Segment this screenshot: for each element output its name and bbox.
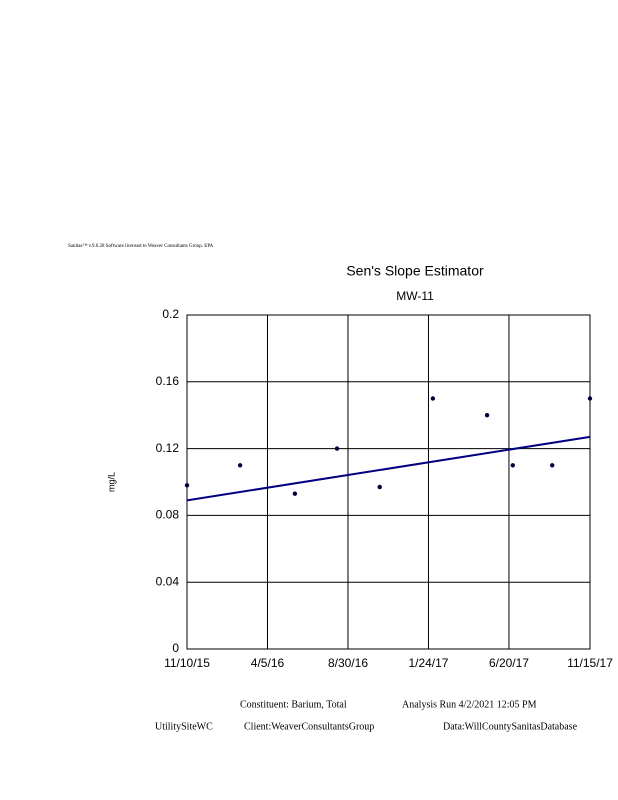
data-point	[430, 396, 436, 401]
data-point	[334, 446, 340, 451]
data-point	[292, 491, 298, 496]
data-point	[377, 484, 382, 490]
footer-database: Data:WillCountySanitasDatabase	[443, 721, 578, 732]
data-point	[510, 463, 515, 468]
x-tick-label: 4/5/16	[251, 656, 285, 670]
y-tick-label: 0.16	[156, 374, 180, 388]
footer-client: Client:WeaverConsultantsGroup	[244, 721, 374, 732]
x-tick-label: 8/30/16	[328, 656, 368, 670]
data-point	[550, 463, 555, 468]
y-tick-label: 0.08	[156, 508, 180, 522]
plot-area	[186, 314, 591, 650]
footer-run: Analysis Run 4/2/2021 12:05 PM	[402, 699, 537, 710]
y-tick-label: 0.12	[156, 441, 180, 455]
x-tick-label: 1/24/17	[408, 656, 448, 670]
chart-title: Sen's Slope Estimator	[346, 263, 484, 279]
header: Sanitas™ v.9.6.28 Software licensed to W…	[68, 243, 214, 249]
y-tick-label: 0	[172, 641, 179, 655]
trend-line	[186, 435, 591, 502]
y-tick-label: 0.04	[156, 574, 180, 588]
chart-subtitle: MW-11	[396, 289, 434, 303]
x-tick-label: 11/10/15	[164, 656, 210, 670]
data-point	[587, 396, 593, 401]
data-point	[484, 413, 490, 418]
y-axis-label: mg/L	[106, 472, 116, 492]
footer-site: UtilitySiteWC	[155, 721, 213, 732]
x-tick-label: 11/15/17	[567, 656, 613, 670]
data-point	[237, 463, 243, 468]
data-point	[184, 483, 190, 488]
footer-constituent: Constituent: Barium, Total	[240, 699, 347, 710]
y-tick-label: 0.2	[162, 307, 179, 321]
x-tick-label: 6/20/17	[489, 656, 529, 670]
